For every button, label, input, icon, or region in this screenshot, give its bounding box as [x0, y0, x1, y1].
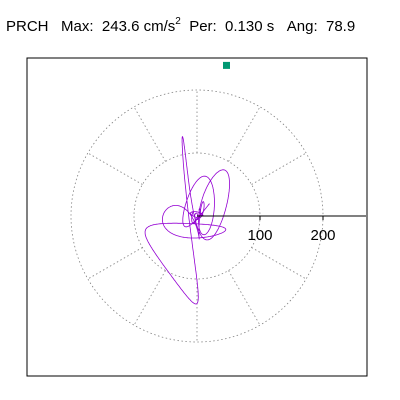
angle-value: 78.9	[325, 18, 356, 35]
tick-label: 100	[247, 227, 272, 244]
station-code: PRCH	[6, 18, 49, 35]
max-label: Max:	[61, 18, 94, 35]
tick-label: 200	[310, 227, 335, 244]
max-unit: cm/s	[143, 18, 176, 35]
grid-spoke	[87, 247, 143, 280]
plot-frame	[26, 57, 368, 377]
angle-label: Ang:	[286, 18, 318, 35]
grid-spoke	[133, 270, 166, 326]
chart-title: PRCH Max: 243.6 cm/s2 Per: 0.130 s Ang: …	[6, 10, 396, 40]
radial-tick-labels: 100 200	[247, 216, 336, 244]
grid-spoke	[228, 270, 261, 326]
grid-spoke	[133, 106, 166, 162]
period-value: 0.130 s	[225, 18, 275, 35]
period-label: Per:	[189, 18, 217, 35]
max-value: 243.6	[101, 18, 140, 35]
grid-spoke	[87, 152, 143, 185]
orbit-path	[144, 136, 230, 305]
grid-spoke	[251, 247, 307, 280]
grid-spoke	[251, 152, 307, 185]
orbit-trace	[144, 136, 230, 305]
grid-spoke	[228, 106, 261, 162]
max-unit-exponent: 2	[175, 16, 181, 27]
peak-marker	[223, 61, 230, 69]
